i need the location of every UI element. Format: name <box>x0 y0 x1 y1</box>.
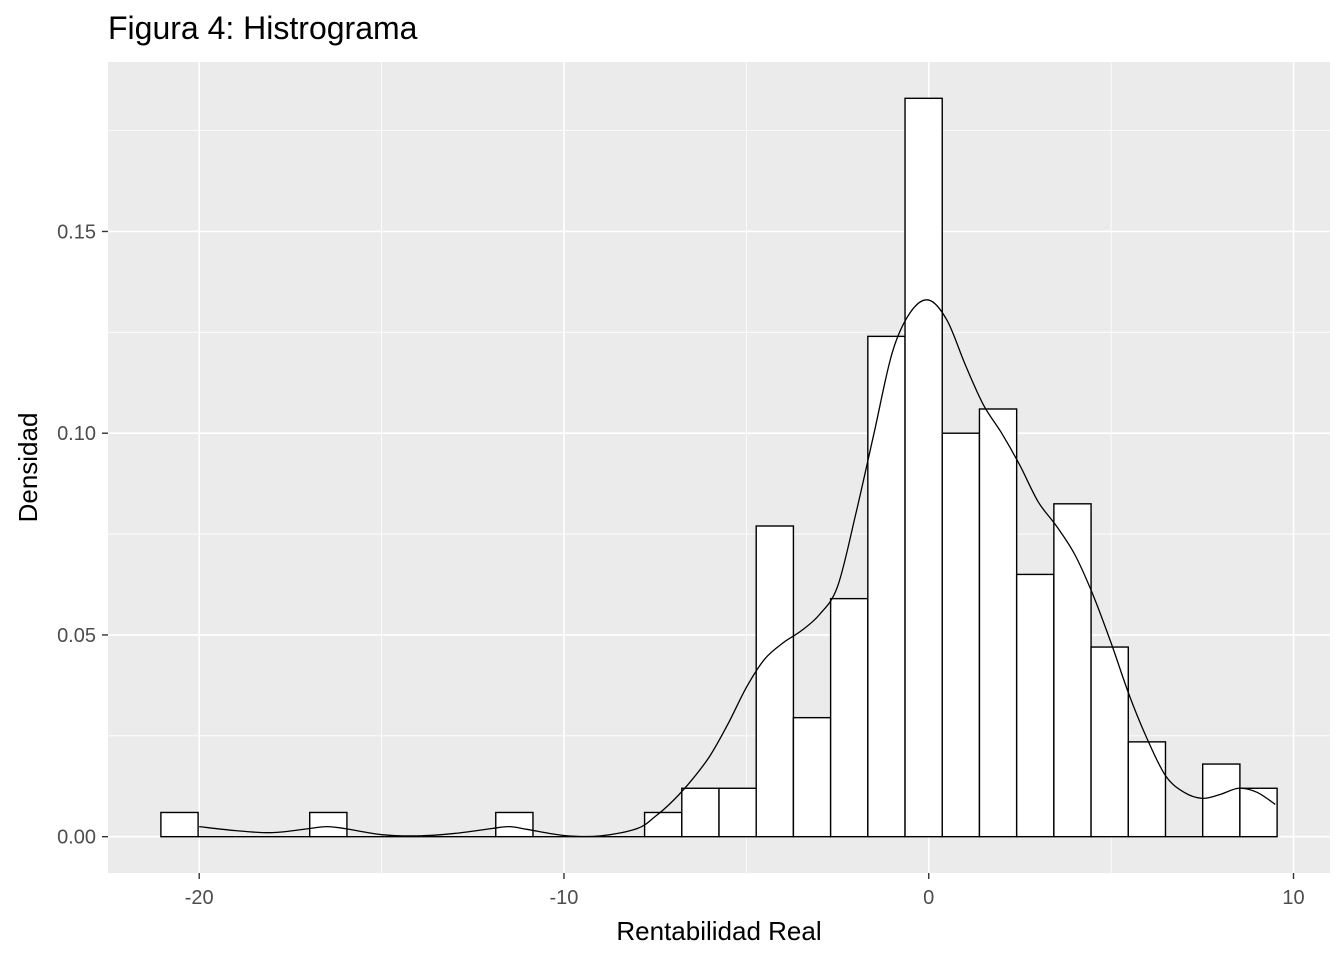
histogram-bar <box>495 811 534 838</box>
x-tick-label: -10 <box>550 887 579 909</box>
y-tick-label: 0.15 <box>57 221 96 243</box>
histogram-bar <box>755 525 795 838</box>
histogram-bar <box>867 335 906 838</box>
histogram-bar <box>978 408 1018 838</box>
histogram-bar <box>829 597 869 838</box>
density-curve <box>199 299 1276 838</box>
x-tick-label: 0 <box>923 887 934 909</box>
histogram-bar <box>718 787 757 838</box>
histogram-bar <box>1015 573 1055 838</box>
y-axis-title: Densidad <box>13 413 43 523</box>
histogram-bar <box>643 811 683 838</box>
y-tick-label: 0.05 <box>57 625 96 647</box>
histogram-bar <box>792 716 832 838</box>
y-axis: 0.00 0.05 0.10 0.15 <box>57 221 108 849</box>
histogram-bar <box>941 432 981 838</box>
x-axis: -20 -10 0 10 <box>185 873 1305 909</box>
histogram-bar <box>681 787 720 838</box>
histogram-bar <box>1053 503 1092 838</box>
histogram-bar <box>1127 741 1167 838</box>
y-tick-label: 0.10 <box>57 423 96 445</box>
histogram-bar <box>904 97 943 838</box>
chart-title: Figura 4: Histrograma <box>108 10 418 46</box>
x-axis-title: Rentabilidad Real <box>616 916 821 946</box>
y-tick-label: 0.00 <box>57 827 96 849</box>
histogram-bar <box>1090 646 1129 838</box>
histogram-bars <box>160 97 1278 838</box>
x-tick-label: 10 <box>1282 887 1304 909</box>
histogram-bar <box>1201 763 1241 838</box>
histogram-bar <box>309 811 348 838</box>
histogram-bar <box>1239 787 1278 838</box>
x-tick-label: -20 <box>185 887 214 909</box>
histogram-bar <box>160 811 199 838</box>
